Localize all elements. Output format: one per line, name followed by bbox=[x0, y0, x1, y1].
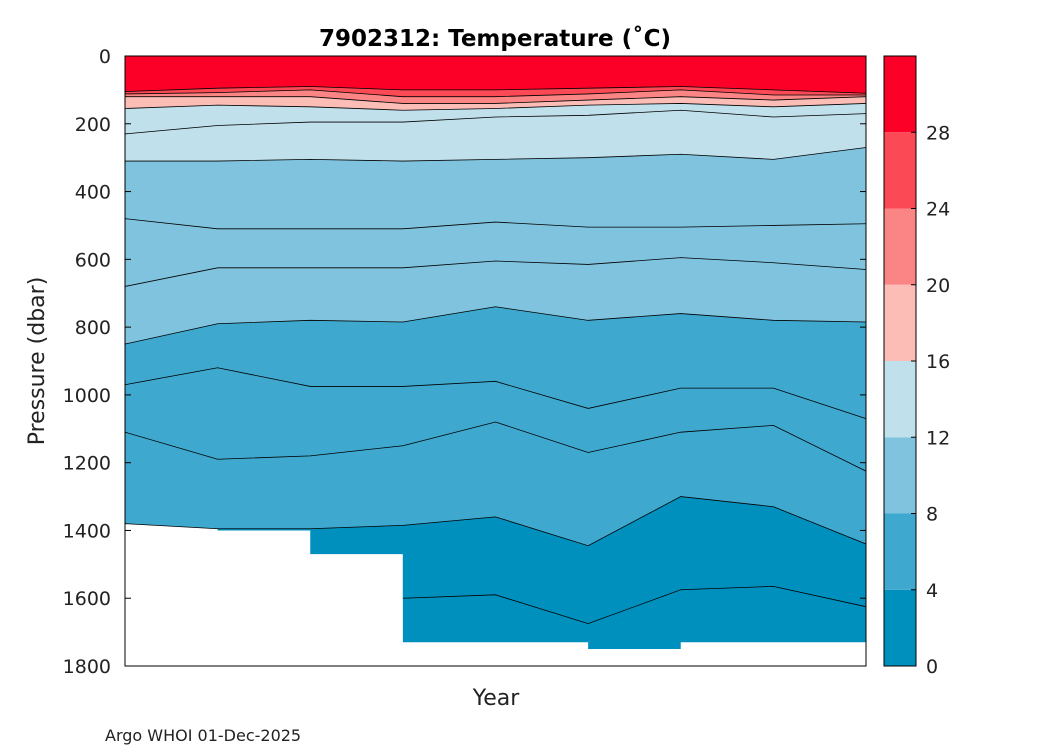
isotherm-2 bbox=[402, 585, 867, 625]
isotherm-10 bbox=[124, 218, 867, 230]
colorbar-tick-label: 20 bbox=[926, 275, 950, 297]
isotherm-16 bbox=[124, 103, 867, 111]
isotherm-6 bbox=[124, 367, 867, 419]
isotherm-4 bbox=[124, 496, 867, 547]
colorbar bbox=[883, 55, 917, 667]
y-tick-label: 1600 bbox=[63, 588, 111, 610]
y-axis-label: Pressure (dbar) bbox=[25, 277, 50, 446]
colorbar-swatch bbox=[884, 513, 916, 590]
colorbar-swatch bbox=[884, 361, 916, 438]
isotherm-9 bbox=[124, 257, 867, 287]
x-axis-label: Year bbox=[472, 686, 521, 711]
plot-frame bbox=[124, 55, 867, 667]
colorbar-swatch bbox=[884, 56, 916, 133]
colorbar-tick-label: 0 bbox=[926, 656, 938, 678]
isotherm-20 bbox=[125, 96, 867, 104]
isotherm-12 bbox=[125, 147, 867, 162]
isotherm-8 bbox=[124, 306, 867, 345]
isotherm-28 bbox=[124, 86, 867, 94]
band-fill-28 bbox=[125, 56, 866, 94]
y-tick-label: 0 bbox=[99, 46, 111, 68]
y-tick-label: 1800 bbox=[63, 656, 111, 678]
y-tick-label: 400 bbox=[75, 182, 111, 204]
y-tick-label: 800 bbox=[75, 317, 111, 339]
y-tick-label: 600 bbox=[75, 249, 111, 271]
isotherm-14 bbox=[124, 109, 867, 135]
y-tick-label: 200 bbox=[75, 114, 111, 136]
colorbar-swatch bbox=[884, 208, 916, 285]
footer-credit: Argo WHOI 01-Dec-2025 bbox=[105, 726, 301, 745]
colorbar-swatch bbox=[884, 284, 916, 361]
isotherm-24 bbox=[124, 89, 866, 98]
y-axis: 0 200 400 600 800 1000 1200 1400 1600 1800 bbox=[63, 46, 866, 678]
colorbar-tick-label: 28 bbox=[926, 122, 950, 144]
colorbar-swatch bbox=[884, 589, 916, 666]
colorbar-tick-label: 8 bbox=[926, 504, 938, 526]
colorbar-tick-label: 24 bbox=[926, 199, 950, 221]
colorbar-tick-label: 16 bbox=[926, 351, 950, 373]
colorbar-swatch bbox=[884, 437, 916, 514]
colorbar-swatch bbox=[884, 132, 916, 209]
y-tick-label: 1200 bbox=[63, 453, 111, 475]
isotherm-5 bbox=[124, 421, 867, 472]
contour-fills bbox=[125, 56, 866, 650]
colorbar-axis: 0 4 8 12 16 20 24 28 bbox=[911, 122, 950, 678]
chart-title: 7902312: Temperature (˚C) bbox=[319, 25, 671, 52]
y-tick-label: 1400 bbox=[63, 520, 111, 542]
colorbar-tick-label: 4 bbox=[926, 580, 938, 602]
y-tick-label: 1000 bbox=[63, 385, 111, 407]
colorbar-tick-label: 12 bbox=[926, 427, 950, 449]
isotherm-lines bbox=[124, 86, 867, 625]
